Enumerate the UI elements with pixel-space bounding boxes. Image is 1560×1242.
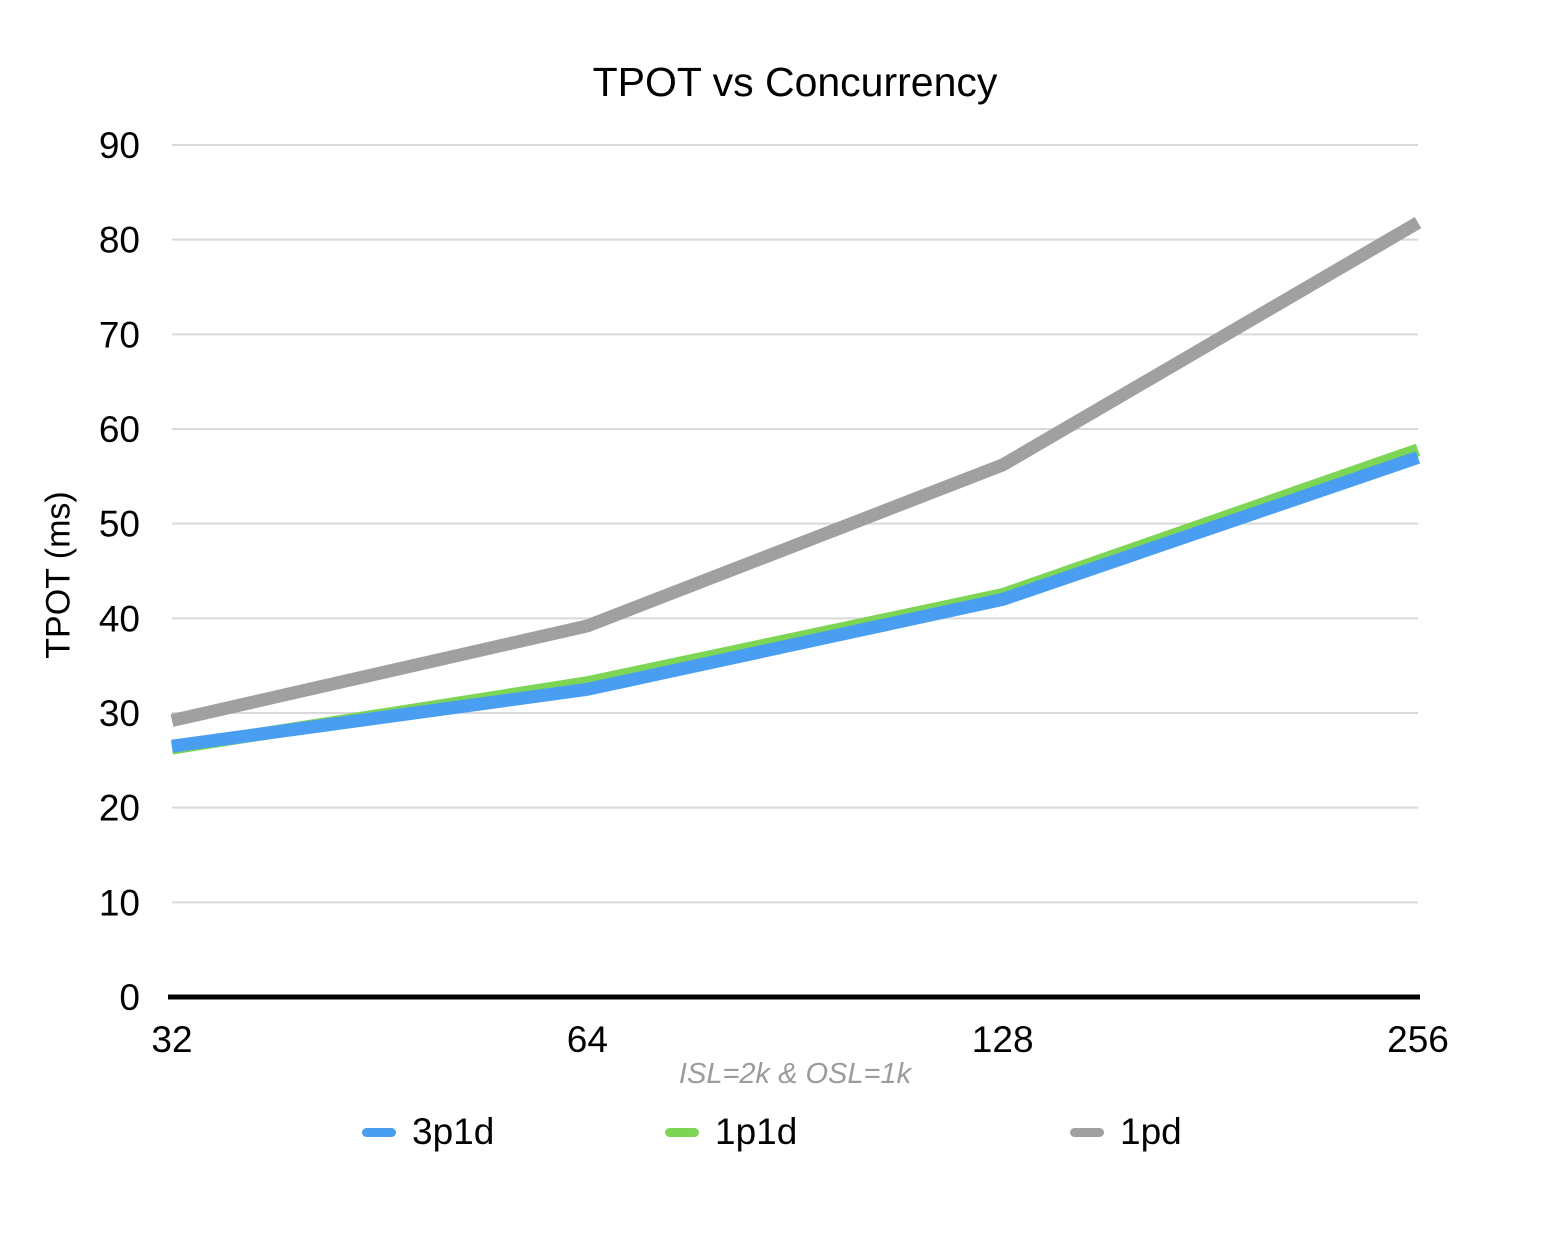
legend-swatch-3p1d	[362, 1127, 396, 1137]
legend-label: 3p1d	[412, 1111, 495, 1152]
series-line-1p1d	[170, 443, 1421, 755]
y-tick-label: 60	[99, 409, 140, 450]
y-tick-label: 30	[99, 693, 140, 734]
x-axis-subtitle: ISL=2k & OSL=1k	[678, 1058, 912, 1090]
y-tick-label: 0	[119, 977, 140, 1018]
series-line-1pd	[170, 217, 1422, 727]
x-tick-label: 128	[972, 1019, 1034, 1060]
y-tick-label: 80	[99, 220, 140, 261]
legend-label: 1pd	[1120, 1111, 1182, 1152]
legend-swatch-1pd	[1070, 1127, 1104, 1137]
series-line-3p1d	[171, 451, 1421, 753]
x-tick-label: 64	[567, 1019, 608, 1060]
legend-item-1pd: 1pd	[1070, 1111, 1182, 1152]
y-tick-label: 50	[99, 504, 140, 545]
x-tick-label: 32	[151, 1019, 192, 1060]
y-tick-label: 90	[99, 125, 140, 166]
legend-swatch-1p1d	[665, 1127, 699, 1137]
legend-label: 1p1d	[715, 1111, 798, 1152]
y-tick-label: 70	[99, 314, 140, 355]
x-tick-label: 256	[1387, 1019, 1449, 1060]
legend-item-3p1d: 3p1d	[362, 1111, 495, 1152]
y-tick-label: 40	[99, 598, 140, 639]
y-tick-label: 20	[99, 788, 140, 829]
legend-item-1p1d: 1p1d	[665, 1111, 798, 1152]
y-tick-label: 10	[99, 882, 140, 923]
chart-title: TPOT vs Concurrency	[592, 59, 998, 105]
